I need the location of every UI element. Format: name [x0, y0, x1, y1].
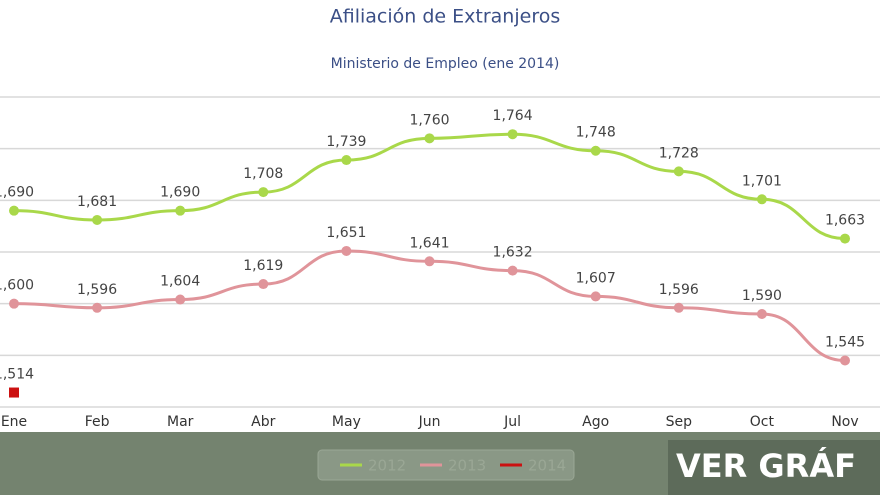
x-tick-label: Ago	[582, 414, 609, 430]
chart-subtitle: Ministerio de Empleo (ene 2014)	[331, 56, 560, 72]
point	[840, 355, 850, 366]
data-label: 1,748	[576, 125, 616, 141]
x-tick-label: Oct	[750, 414, 775, 430]
point	[258, 279, 269, 290]
point	[590, 291, 601, 302]
point	[756, 309, 767, 319]
banner-bg[interactable]	[668, 440, 880, 495]
data-label: 1,739	[326, 134, 366, 150]
x-tick-label: May	[332, 414, 361, 430]
point	[9, 387, 19, 398]
point	[175, 294, 186, 305]
legend-label: 2012	[368, 457, 406, 475]
data-label: 1,590	[742, 288, 782, 304]
data-label: 1,600	[0, 278, 34, 294]
point	[175, 205, 186, 216]
data-label: 1,681	[77, 194, 117, 210]
point	[673, 166, 684, 177]
data-label: 1,663	[825, 213, 865, 229]
point	[341, 155, 352, 166]
data-label: 1,545	[825, 335, 865, 351]
x-tick-label: Jul	[503, 414, 521, 430]
legend-label: 2014	[528, 457, 566, 475]
legend-label: 2013	[448, 457, 486, 475]
banner[interactable]: VER GRÁF	[676, 447, 856, 485]
point	[756, 194, 767, 205]
chart-title: Afiliación de Extranjeros	[330, 6, 560, 28]
x-tick-label: Jun	[418, 414, 441, 430]
x-tick-label: Sep	[666, 414, 693, 430]
point	[92, 302, 103, 313]
x-tick-label: Feb	[85, 414, 110, 430]
x-tick-label: Ene	[1, 414, 27, 430]
data-label: 1,619	[243, 258, 283, 274]
point	[92, 214, 103, 225]
data-label: 1,604	[160, 274, 200, 290]
data-label: 1,607	[576, 270, 616, 286]
series-line	[13, 249, 846, 362]
point	[507, 265, 518, 276]
point	[9, 205, 19, 216]
point	[341, 245, 352, 256]
point	[507, 129, 518, 140]
x-tick-label: Abr	[251, 414, 275, 430]
legend-box	[317, 449, 575, 481]
data-label: 1,708	[243, 166, 283, 182]
data-label: 1,690	[0, 185, 34, 201]
data-label: 1,728	[659, 145, 699, 161]
data-label: 1,760	[409, 112, 449, 128]
x-tick-label: Mar	[167, 414, 194, 430]
data-label: 1,632	[493, 245, 533, 261]
data-label: 1,514	[0, 367, 34, 383]
data-label: 1,764	[493, 108, 533, 124]
data-label: 1,596	[77, 282, 117, 298]
data-label: 1,596	[659, 282, 699, 298]
data-label: 1,651	[326, 225, 366, 241]
data-label: 1,641	[409, 235, 449, 251]
data-label: 1,690	[160, 185, 200, 201]
point	[840, 233, 850, 244]
point	[590, 145, 601, 156]
point	[258, 187, 269, 198]
x-tick-label: Nov	[831, 414, 858, 430]
point	[424, 133, 435, 144]
point	[673, 302, 684, 313]
point	[424, 256, 435, 267]
data-label: 1,701	[742, 173, 782, 189]
series-line	[13, 132, 846, 241]
point	[9, 298, 19, 309]
